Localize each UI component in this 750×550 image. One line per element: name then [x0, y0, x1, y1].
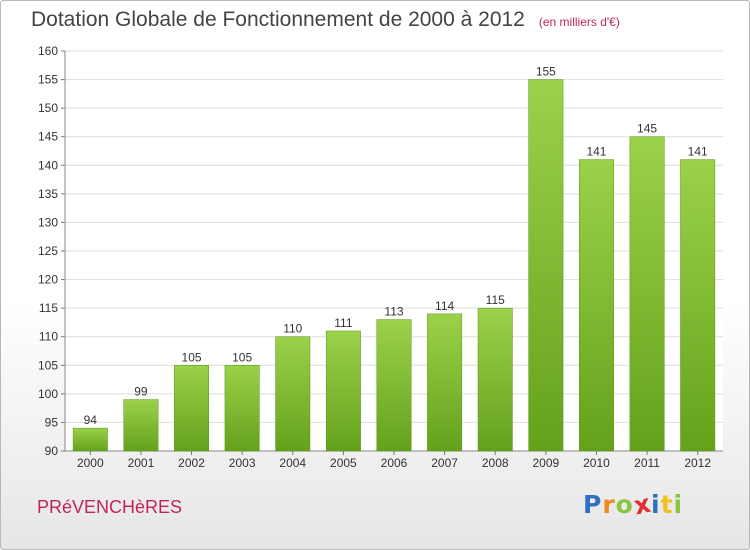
- chart-title-text: Dotation Globale de Fonctionnement de 20…: [31, 8, 525, 31]
- y-tick-label: 120: [38, 273, 58, 287]
- x-tick-label: 2007: [431, 456, 458, 470]
- y-tick-label: 150: [38, 101, 58, 115]
- data-label: 94: [84, 413, 98, 427]
- logo-letter: o: [615, 490, 634, 519]
- y-tick-label: 100: [38, 387, 58, 401]
- unit-note: (en milliers d'€): [538, 15, 620, 29]
- data-label: 105: [232, 350, 252, 364]
- proxiti-logo: Proxiti: [583, 489, 684, 521]
- x-tick-label: 2001: [128, 456, 155, 470]
- data-label: 141: [586, 145, 606, 159]
- y-tick-label: 115: [39, 301, 58, 315]
- bar: [579, 159, 614, 452]
- y-tick-label: 110: [39, 330, 58, 344]
- x-tick-label: 2000: [77, 456, 104, 470]
- x-tick-label: 2012: [684, 456, 711, 470]
- y-tick-label: 135: [38, 187, 58, 201]
- data-label: 114: [435, 299, 454, 313]
- y-tick-label: 95: [45, 415, 59, 429]
- x-tick-label: 2006: [381, 456, 408, 470]
- x-tick-label: 2002: [178, 456, 205, 470]
- bar: [174, 365, 209, 452]
- y-tick-label: 130: [38, 215, 58, 229]
- data-label: 141: [688, 145, 708, 159]
- data-label: 155: [536, 65, 556, 79]
- data-label: 99: [134, 385, 148, 399]
- y-tick-label: 140: [38, 158, 58, 172]
- bar: [123, 399, 159, 452]
- data-label: 105: [182, 350, 202, 364]
- bar: [325, 330, 361, 452]
- bar: [477, 307, 513, 452]
- commune-name: PRéVENCHèRES: [37, 497, 183, 517]
- bar: [376, 319, 412, 452]
- y-tick-label: 90: [45, 444, 59, 458]
- x-tick-label: 2009: [532, 456, 559, 470]
- y-tick-label: 155: [38, 73, 58, 87]
- data-label: 110: [283, 322, 302, 336]
- y-tick-label: 125: [38, 244, 58, 258]
- logo-letter: r: [602, 490, 616, 519]
- bar: [629, 136, 665, 452]
- x-tick-label: 2005: [330, 456, 357, 470]
- bar: [275, 336, 311, 452]
- chart-title: Dotation Globale de Fonctionnement de 20…: [31, 8, 620, 32]
- bar: [72, 427, 108, 452]
- data-label: 145: [637, 122, 657, 136]
- x-tick-label: 2011: [634, 456, 660, 470]
- y-tick-label: 160: [38, 44, 58, 58]
- y-tick-label: 105: [38, 358, 58, 372]
- data-label: 115: [486, 293, 505, 307]
- logo-letter: i: [651, 490, 661, 519]
- logo-letter: i: [673, 490, 684, 519]
- bar: [427, 313, 463, 452]
- x-tick-label: 2003: [229, 456, 256, 470]
- x-tick-label: 2010: [583, 456, 610, 470]
- y-tick-label: 145: [38, 130, 58, 144]
- logo-letter: t: [660, 490, 674, 519]
- x-tick-label: 2004: [279, 456, 306, 470]
- x-tick-label: 2008: [482, 456, 509, 470]
- data-label: 113: [384, 305, 403, 319]
- bar: [224, 365, 260, 452]
- bar: [528, 79, 564, 452]
- data-label: 111: [334, 316, 353, 330]
- logo-letter: P: [583, 490, 603, 519]
- bar: [680, 159, 716, 452]
